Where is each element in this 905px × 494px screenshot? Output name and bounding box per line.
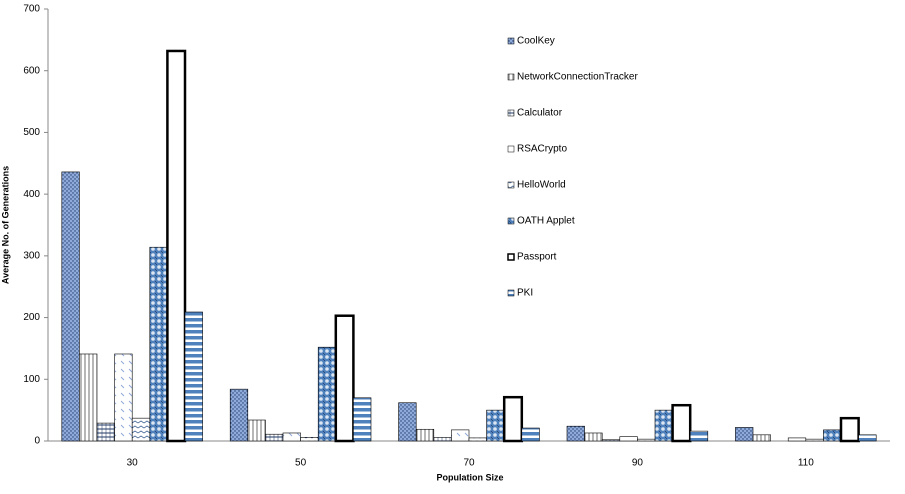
bar (601, 439, 621, 442)
legend-swatch (507, 73, 515, 81)
bar (735, 427, 754, 442)
bar (184, 311, 203, 442)
legend-swatch (507, 253, 515, 261)
y-tick-label: 100 (23, 374, 40, 385)
bar (502, 395, 524, 443)
legend-label: CoolKey (517, 36, 555, 47)
bar (566, 425, 585, 442)
legend-label: NetworkConnectionTracker (517, 72, 638, 83)
bar (282, 432, 301, 442)
y-tick-label: 0 (34, 436, 40, 447)
y-axis-title: Average No. of Generations (0, 166, 10, 284)
x-tick-label: 30 (127, 458, 139, 469)
bar (61, 171, 80, 442)
legend-label: RSACrypto (517, 144, 567, 155)
bar (486, 409, 505, 442)
bar (787, 437, 807, 442)
x-tick-label: 110 (798, 458, 814, 469)
y-tick-label: 400 (23, 189, 40, 200)
x-tick-label: 50 (295, 458, 307, 469)
bar (671, 403, 692, 443)
bar (149, 246, 168, 442)
legend-swatch (507, 217, 515, 225)
bar (353, 397, 372, 442)
x-tick-label: 70 (463, 458, 475, 469)
bar (114, 353, 133, 442)
y-tick-label: 700 (23, 4, 40, 15)
bar (131, 417, 151, 442)
bar (637, 438, 656, 442)
bar (468, 437, 487, 442)
bar (752, 434, 771, 442)
bar (823, 429, 842, 442)
x-tick-label: 90 (632, 458, 644, 469)
bar (79, 353, 98, 442)
legend-swatch (507, 289, 515, 297)
bar (584, 432, 603, 442)
legend-swatch (507, 145, 515, 153)
bar (334, 314, 355, 443)
legend-swatch (507, 109, 515, 117)
bar (619, 436, 638, 442)
bar (521, 427, 540, 442)
y-tick-label: 200 (23, 312, 40, 323)
bar (654, 409, 673, 442)
bar (166, 49, 187, 443)
legend-label: Calculator (517, 108, 563, 119)
y-tick-label: 500 (23, 127, 40, 138)
bar (96, 422, 115, 442)
x-axis-title: Population Size (436, 472, 503, 482)
y-tick-label: 300 (23, 250, 40, 261)
legend-label: HelloWorld (517, 180, 566, 191)
legend-label: PKI (517, 288, 533, 299)
legend-swatch (507, 37, 515, 45)
bar (247, 419, 266, 442)
legend-label: Passport (517, 252, 557, 263)
bar (433, 436, 452, 442)
bar (689, 430, 709, 442)
legend-swatch (507, 181, 515, 189)
y-tick-label: 600 (23, 65, 40, 76)
legend-label: OATH Applet (517, 216, 575, 227)
bar (398, 402, 417, 442)
bar (839, 416, 860, 443)
bar (229, 388, 249, 442)
bar (317, 346, 337, 442)
bar (805, 438, 824, 442)
bar (415, 428, 435, 442)
bar (858, 434, 877, 442)
bar (451, 429, 470, 442)
bar (300, 436, 319, 442)
bar (265, 433, 284, 442)
